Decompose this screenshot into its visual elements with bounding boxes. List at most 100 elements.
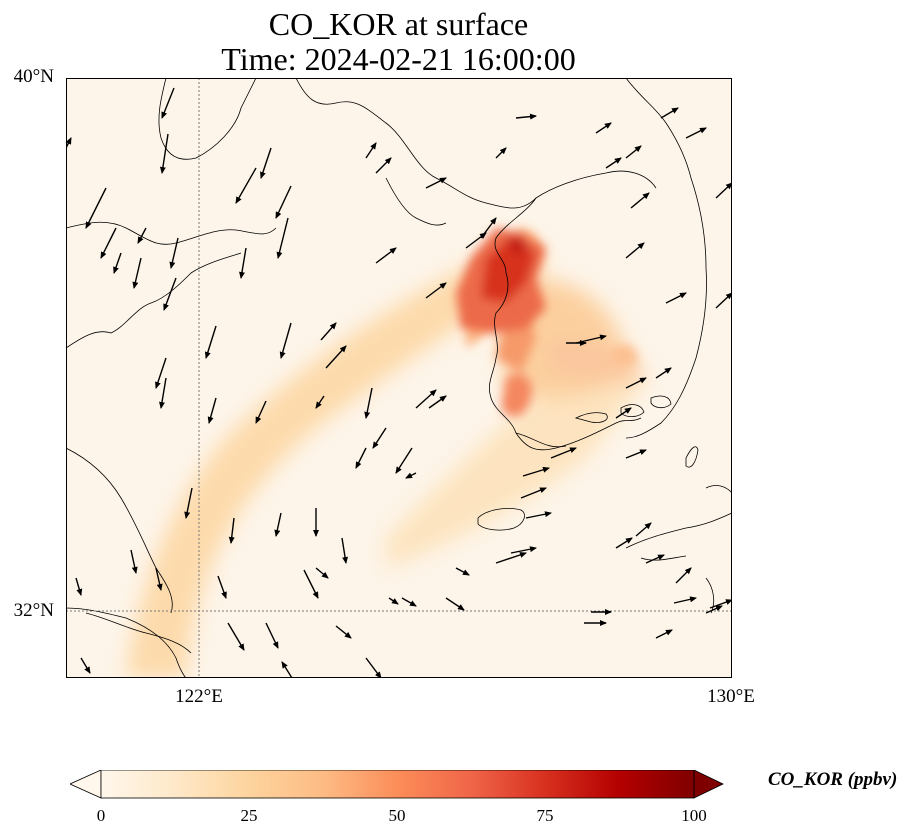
colorbar-under-extension bbox=[70, 770, 102, 799]
wind-arrow bbox=[388, 597, 399, 605]
wind-arrow bbox=[655, 367, 672, 379]
wind-arrow bbox=[595, 122, 612, 134]
wind-arrow bbox=[645, 554, 665, 564]
wind-arrow bbox=[395, 447, 413, 474]
wind-arrow bbox=[550, 447, 577, 459]
wind-arrow bbox=[660, 107, 679, 119]
wind-arrow bbox=[355, 447, 367, 469]
wind-arrow bbox=[365, 657, 382, 678]
wind-arrow bbox=[137, 227, 147, 244]
lat-label-40n: 40°N bbox=[13, 66, 54, 87]
wind-arrow bbox=[635, 522, 652, 537]
wind-arrow bbox=[275, 185, 292, 219]
wind-arrow bbox=[655, 629, 673, 639]
wind-arrow bbox=[445, 597, 465, 611]
colorbar-tick-25: 25 bbox=[240, 806, 258, 825]
wind-arrow bbox=[239, 247, 247, 279]
colorbar bbox=[70, 770, 724, 799]
wind-arrow bbox=[455, 567, 470, 576]
wind-arrow bbox=[335, 625, 352, 639]
wind-arrow bbox=[184, 487, 193, 519]
wind-arrow bbox=[75, 577, 83, 596]
wind-arrow bbox=[715, 292, 732, 309]
wind-arrow bbox=[85, 187, 107, 229]
wind-arrow bbox=[709, 599, 732, 609]
wind-arrow bbox=[255, 400, 267, 424]
wind-arrow bbox=[522, 466, 550, 477]
wind-arrow bbox=[159, 377, 167, 409]
wind-arrow bbox=[365, 142, 377, 159]
wind-arrow bbox=[625, 242, 645, 259]
wind-arrow bbox=[235, 167, 257, 204]
colorbar-tick-100: 100 bbox=[681, 806, 707, 825]
wind-arrow bbox=[675, 567, 692, 584]
wind-arrow bbox=[465, 232, 487, 249]
map-title: CO_KOR at surface bbox=[268, 6, 529, 42]
map-frame bbox=[66, 78, 732, 678]
concentration-plume bbox=[126, 228, 646, 678]
colorbar-over-extension bbox=[693, 770, 724, 799]
wind-arrow bbox=[113, 252, 122, 274]
wind-arrow bbox=[315, 395, 325, 409]
wind-arrow bbox=[281, 661, 293, 678]
wind-vectors bbox=[66, 87, 732, 678]
wind-arrow bbox=[100, 227, 117, 259]
wind-arrow bbox=[217, 575, 227, 599]
gridlines bbox=[66, 78, 732, 678]
wind-arrow bbox=[625, 377, 647, 389]
wind-arrow bbox=[155, 357, 167, 389]
wind-arrow bbox=[325, 345, 347, 369]
wind-arrow bbox=[615, 537, 633, 549]
wind-arrow bbox=[673, 596, 697, 604]
wind-arrow bbox=[425, 282, 447, 299]
wind-arrow bbox=[80, 657, 91, 674]
wind-arrow bbox=[260, 147, 272, 179]
wind-arrow bbox=[625, 449, 647, 459]
wind-arrow bbox=[315, 567, 329, 579]
wind-arrow bbox=[130, 549, 138, 574]
wind-arrow bbox=[279, 322, 292, 359]
wind-arrow bbox=[630, 192, 650, 209]
lon-label-122e: 122°E bbox=[175, 686, 223, 707]
wind-arrow bbox=[515, 113, 537, 120]
wind-arrow bbox=[495, 552, 527, 564]
map-time-subtitle: Time: 2024-02-21 16:00:00 bbox=[221, 41, 576, 77]
colorbar-gradient bbox=[101, 770, 694, 798]
wind-arrow bbox=[495, 147, 507, 159]
wind-arrow bbox=[510, 546, 537, 554]
colorbar-tick-50: 50 bbox=[388, 806, 406, 825]
lat-label-32n: 32°N bbox=[13, 600, 54, 621]
wind-arrow bbox=[372, 427, 387, 449]
wind-arrow bbox=[276, 217, 289, 259]
jeju-island bbox=[477, 508, 525, 531]
wind-arrow bbox=[425, 177, 447, 189]
wind-arrow bbox=[227, 622, 245, 651]
wind-arrow bbox=[605, 157, 622, 169]
wind-arrow bbox=[320, 322, 337, 341]
coastlines bbox=[66, 78, 732, 678]
map-panel bbox=[66, 78, 732, 678]
wind-arrow bbox=[375, 157, 392, 174]
wind-arrow bbox=[665, 292, 687, 304]
wind-arrow bbox=[415, 389, 437, 409]
wind-arrow bbox=[169, 237, 179, 269]
wind-arrow bbox=[715, 182, 732, 199]
wind-arrow bbox=[428, 395, 447, 409]
wind-arrow bbox=[161, 87, 175, 119]
wind-arrow bbox=[525, 511, 552, 519]
wind-arrow bbox=[364, 387, 373, 419]
wind-arrow bbox=[520, 487, 547, 499]
colorbar-tick-75: 75 bbox=[536, 806, 554, 825]
wind-arrow bbox=[341, 537, 349, 564]
lon-label-130e: 130°E bbox=[707, 686, 755, 707]
wind-arrow bbox=[163, 277, 177, 311]
wind-arrow bbox=[303, 569, 319, 599]
wind-arrow bbox=[405, 472, 417, 479]
wind-arrow bbox=[155, 567, 163, 591]
colorbar-tick-0: 0 bbox=[96, 806, 106, 825]
wind-arrow bbox=[685, 127, 707, 139]
colorbar-label: CO_KOR (ppbv) bbox=[768, 769, 898, 790]
wind-arrow bbox=[615, 407, 632, 419]
wind-arrow bbox=[375, 247, 397, 264]
wind-arrow bbox=[132, 257, 142, 289]
